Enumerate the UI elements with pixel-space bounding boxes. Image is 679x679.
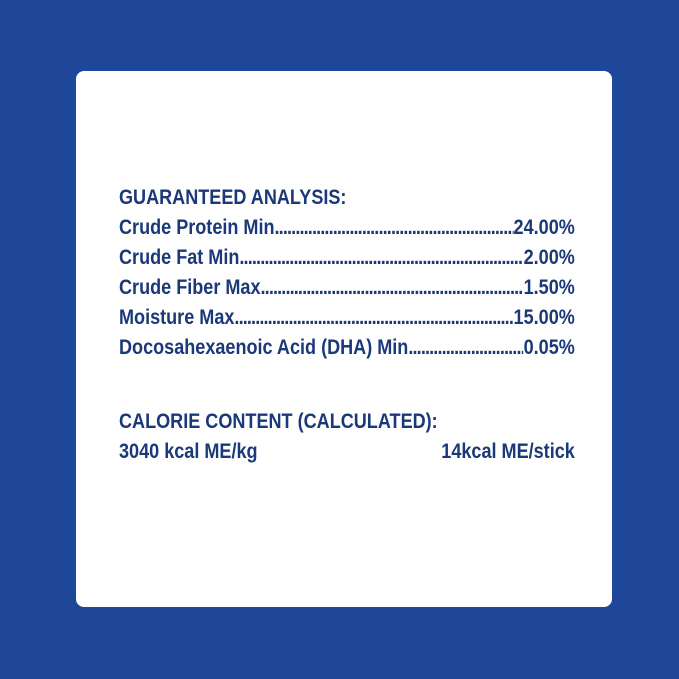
calorie-values: 3040 kcal ME/kg 14kcal ME/stick	[119, 437, 575, 467]
guaranteed-analysis: GUARANTEED ANALYSIS: Crude Protein Min 24…	[119, 183, 575, 363]
analysis-row: Crude Protein Min 24.00%	[119, 213, 575, 243]
calorie-content-heading: CALORIE CONTENT (CALCULATED):	[119, 410, 438, 433]
analysis-label: Docosahexaenoic Acid (DHA) Min	[119, 336, 409, 359]
analysis-label: Crude Fat Min	[119, 246, 240, 269]
analysis-row: Moisture Max 15.00%	[119, 303, 575, 333]
analysis-label: Crude Protein Min	[119, 216, 275, 239]
analysis-value: 24.00%	[513, 216, 575, 239]
label-card: GUARANTEED ANALYSIS: Crude Protein Min 24…	[76, 71, 612, 607]
guaranteed-analysis-heading: GUARANTEED ANALYSIS:	[119, 186, 347, 209]
dot-leader	[239, 243, 523, 273]
analysis-value: 0.05%	[523, 336, 575, 359]
dot-leader	[408, 333, 523, 363]
analysis-row: Crude Fiber Max 1.50%	[119, 273, 575, 303]
calories-per-kg: 3040 kcal ME/kg	[119, 440, 258, 463]
analysis-label: Moisture Max	[119, 306, 235, 329]
calorie-content: CALORIE CONTENT (CALCULATED): 3040 kcal …	[119, 407, 575, 467]
calories-per-stick: 14kcal ME/stick	[441, 440, 575, 463]
dot-leader	[261, 273, 524, 303]
analysis-value: 1.50%	[523, 276, 575, 299]
analysis-value: 15.00%	[513, 306, 575, 329]
dot-leader	[234, 303, 513, 333]
analysis-label: Crude Fiber Max	[119, 276, 261, 299]
analysis-row: Crude Fat Min 2.00%	[119, 243, 575, 273]
analysis-row: Docosahexaenoic Acid (DHA) Min 0.05%	[119, 333, 575, 363]
analysis-value: 2.00%	[523, 246, 575, 269]
dot-leader	[275, 213, 514, 243]
